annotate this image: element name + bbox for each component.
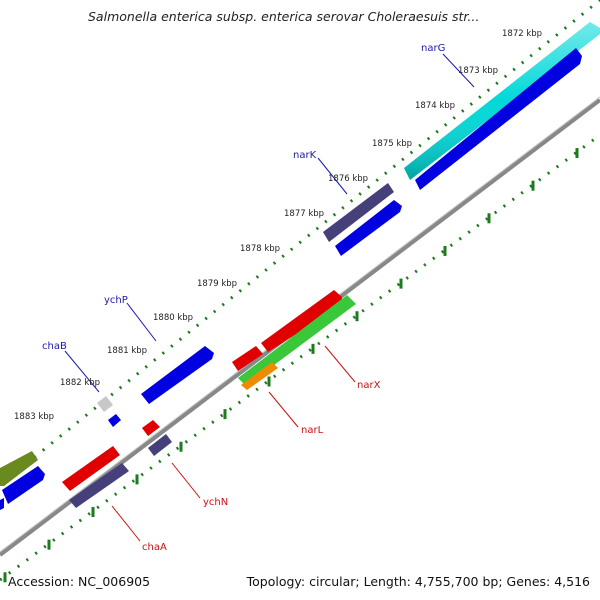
gene-blue-left-stub[interactable]	[0, 498, 4, 510]
gene-narX-reverse[interactable]	[261, 290, 342, 352]
kbp-label: 1878 kbp	[240, 244, 280, 254]
kbp-label: 1876 kbp	[328, 174, 368, 184]
svg-text:narK: narK	[293, 150, 317, 161]
lower-major-ticks	[3, 148, 579, 583]
gene-chaA-red[interactable]	[62, 446, 120, 491]
gene-ychN-red[interactable]	[142, 420, 160, 436]
svg-text:ychN: ychN	[203, 497, 228, 508]
gene-blue-left[interactable]	[2, 466, 45, 504]
svg-text:narX: narX	[357, 380, 381, 391]
gene-narK-forward-2[interactable]	[335, 200, 402, 256]
kbp-label: 1880 kbp	[153, 313, 193, 323]
genome-summary-text: Topology: circular; Length: 4,755,700 bp…	[246, 574, 590, 589]
gene-label-narL[interactable]: narL	[268, 391, 324, 436]
accession-text: Accession: NC_006905	[8, 574, 151, 589]
svg-text:narG: narG	[421, 43, 445, 54]
gene-narX-reverse-small[interactable]	[232, 346, 263, 371]
kbp-label: 1883 kbp	[14, 412, 54, 422]
map-title: Salmonella enterica subsp. enterica sero…	[88, 9, 480, 24]
gene-chaA-slate[interactable]	[69, 463, 129, 508]
gene-olive-left[interactable]	[0, 451, 38, 486]
gene-label-narG[interactable]: narG	[421, 43, 475, 88]
lower-tick-track	[0, 133, 600, 582]
gene-ychP-forward[interactable]	[141, 346, 214, 404]
kbp-label: 1873 kbp	[458, 66, 498, 76]
gene-chaB-small-grey[interactable]	[97, 396, 113, 412]
gene-label-narK[interactable]: narK	[293, 150, 348, 195]
gene-label-chaB[interactable]: chaB	[42, 341, 100, 393]
svg-text:chaA: chaA	[142, 542, 167, 553]
gene-label-ychN[interactable]: ychN	[171, 462, 228, 508]
gene-narG-forward[interactable]	[404, 22, 600, 180]
gene-chaB-small-blue[interactable]	[108, 414, 121, 427]
kbp-label: 1881 kbp	[107, 346, 147, 356]
svg-text:ychP: ychP	[104, 295, 128, 306]
kbp-scale: 1872 kbp 1873 kbp 1874 kbp 1875 kbp 1876…	[14, 29, 542, 422]
gene-ychN-slate[interactable]	[148, 434, 172, 456]
gene-narK-forward[interactable]	[323, 183, 394, 242]
kbp-label: 1879 kbp	[197, 279, 237, 289]
svg-text:chaB: chaB	[42, 341, 67, 352]
gene-label-chaA[interactable]: chaA	[111, 505, 167, 553]
kbp-label: 1874 kbp	[415, 101, 455, 111]
gene-narL-green[interactable]	[238, 295, 356, 386]
kbp-label: 1875 kbp	[372, 139, 412, 149]
kbp-label: 1872 kbp	[502, 29, 542, 39]
gene-label-narX[interactable]: narX	[324, 345, 381, 391]
gene-label-ychP[interactable]: ychP	[104, 295, 157, 342]
gene-narL-orange[interactable]	[241, 362, 278, 390]
upper-tick-track	[0, 0, 600, 487]
svg-text:narL: narL	[301, 425, 324, 436]
kbp-label: 1882 kbp	[60, 378, 100, 388]
kbp-label: 1877 kbp	[284, 209, 324, 219]
gene-narG-forward-2[interactable]	[415, 48, 582, 190]
